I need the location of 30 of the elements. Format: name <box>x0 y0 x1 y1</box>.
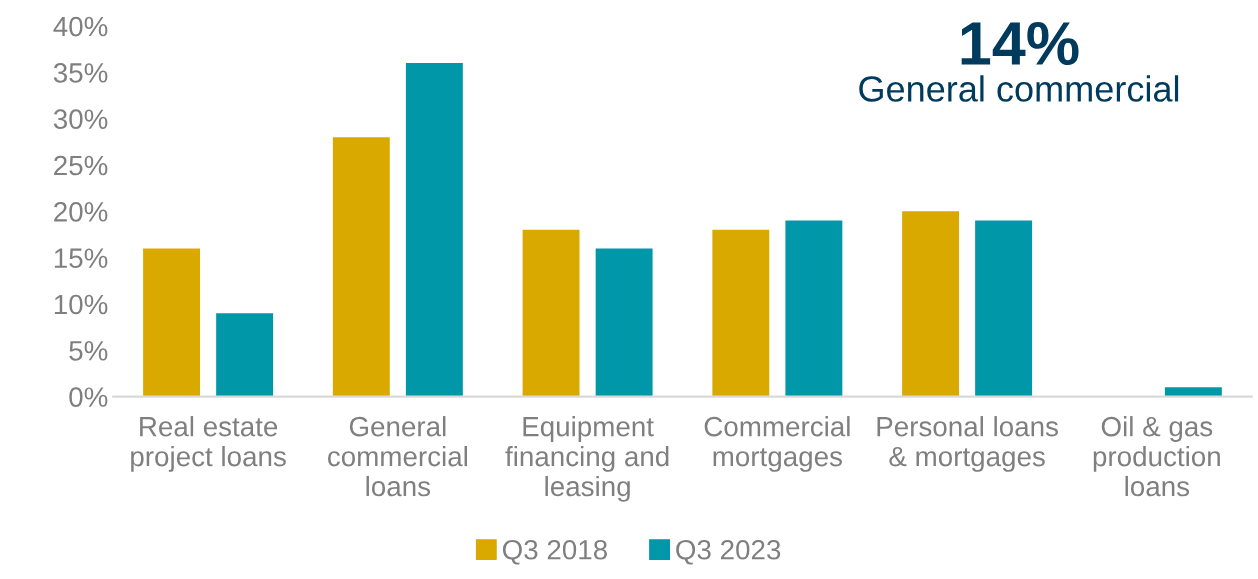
legend-label: Q3 2023 <box>676 539 781 565</box>
legend-label: Q3 2018 <box>502 539 607 565</box>
x-tick-label: Oil & gas production loans <box>1093 416 1220 497</box>
bar <box>785 220 843 397</box>
y-tick-label: 25% <box>54 155 108 176</box>
annotation: 14% <box>961 22 1079 66</box>
x-tick-label: Commercial mortgages <box>704 416 850 472</box>
x-tick-label: Equipment financing and leasing <box>505 416 669 502</box>
y-tick-label: 15% <box>54 248 108 268</box>
bar <box>1164 387 1222 397</box>
bar <box>712 229 770 397</box>
bar <box>595 248 653 397</box>
bar <box>143 248 201 397</box>
y-tick-label: 0% <box>69 387 108 407</box>
bar <box>216 313 274 397</box>
bar <box>405 63 463 397</box>
y-tick-label: 30% <box>53 109 108 130</box>
bar <box>332 137 390 397</box>
bar <box>902 211 960 397</box>
y-tick-label: 10% <box>54 294 108 315</box>
bar <box>975 220 1033 397</box>
y-tick-label: 35% <box>53 63 108 83</box>
y-tick-label: 40% <box>53 16 108 37</box>
y-tick-label: 5% <box>69 341 108 361</box>
annotation: General commercial <box>859 75 1179 102</box>
y-tick-label: 20% <box>54 202 108 222</box>
x-tick-label: General commercial loans <box>328 416 467 497</box>
bar <box>522 229 580 397</box>
x-tick-label: Personal loans & mortgages <box>877 416 1058 472</box>
x-tick-label: Real estate project loans <box>131 416 286 472</box>
